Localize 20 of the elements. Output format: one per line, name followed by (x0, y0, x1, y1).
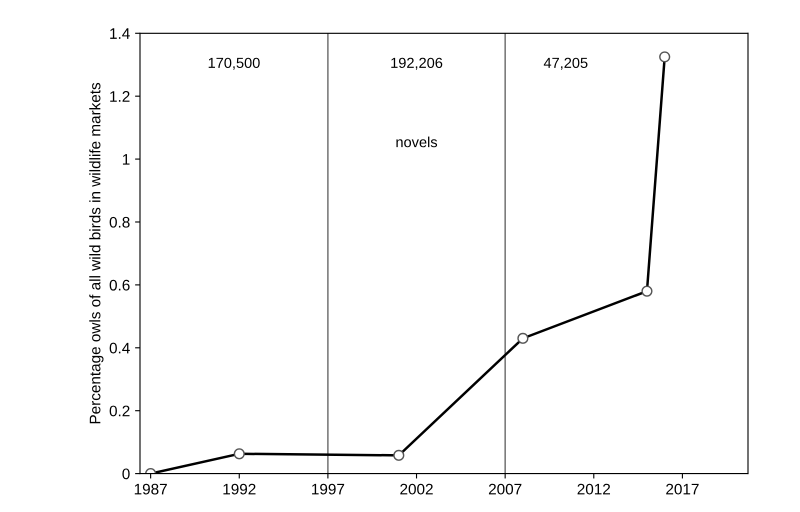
annotation: 170,500 (208, 58, 260, 70)
x-tick-label: 2002 (400, 484, 433, 495)
annotation: 47,205 (544, 58, 588, 70)
annotation: 192,206 (391, 58, 442, 70)
annotation: novels (396, 136, 438, 148)
x-tick-label: 1987 (134, 484, 167, 495)
y-tick-label: 1.2 (110, 91, 130, 102)
y-tick-label: 1 (122, 154, 130, 165)
y-tick-label: 0.6 (110, 280, 130, 291)
x-tick-label: 2007 (488, 484, 522, 495)
y-tick-label: 0.8 (110, 216, 130, 228)
x-tick-label: 2012 (578, 484, 610, 495)
x-tick-label: 1997 (312, 484, 344, 495)
y-tick-label: 0.4 (110, 342, 130, 354)
x-tick-label: 1992 (223, 484, 256, 495)
y-axis-title: Percentage owls of all wild birds in wildlife markets (89, 82, 104, 424)
x-tick-label: 2017 (666, 484, 699, 495)
y-tick-label: 1.4 (110, 28, 130, 39)
y-tick-label: 0.2 (110, 406, 130, 416)
y-tick-label: 0 (122, 468, 130, 480)
